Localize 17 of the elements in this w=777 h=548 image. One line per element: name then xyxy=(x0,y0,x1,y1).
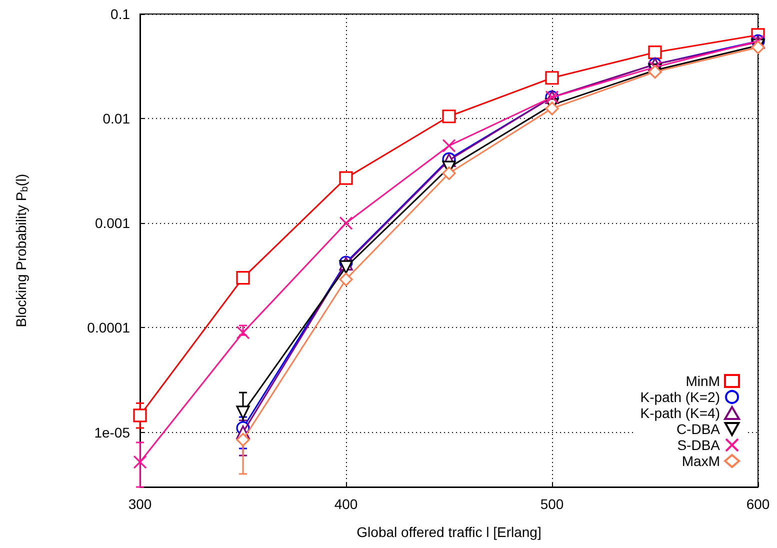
x-tick-label: 300 xyxy=(128,496,152,512)
x-tick-label: 600 xyxy=(746,496,770,512)
legend-label: K-path (K=2) xyxy=(640,389,720,405)
legend-label: S-DBA xyxy=(677,437,721,453)
legend-label: K-path (K=4) xyxy=(640,405,720,421)
legend-label: MinM xyxy=(686,373,720,389)
y-tick-label: 0.01 xyxy=(102,110,130,127)
y-axis-title: Blocking Probability Pb(l) xyxy=(13,174,30,328)
x-tick-label: 500 xyxy=(540,496,564,512)
y-tick-label: 1e-05 xyxy=(94,424,130,440)
legend-label: MaxM xyxy=(682,453,720,469)
legend-label: C-DBA xyxy=(676,421,721,437)
y-tick-label: 0.001 xyxy=(94,215,130,232)
x-tick-label: 400 xyxy=(334,496,358,512)
x-axis-title: Global offered traffic l [Erlang] xyxy=(356,524,542,540)
y-tick-label: 0.0001 xyxy=(87,320,130,336)
y-tick-label: 0.1 xyxy=(110,6,130,22)
